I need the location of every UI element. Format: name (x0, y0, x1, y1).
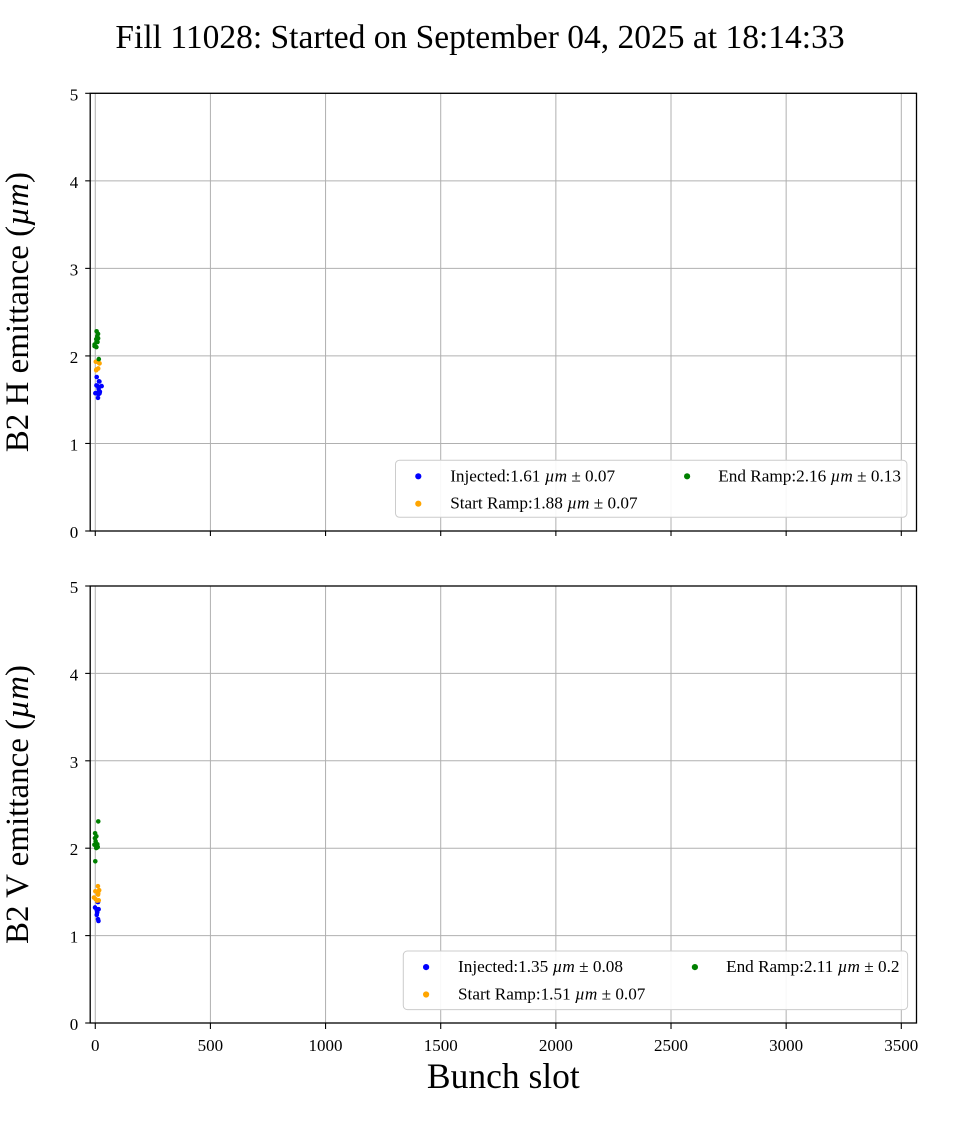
svg-text:Injected:1.61 µm ± 0.07: Injected:1.61 µm ± 0.07 (450, 466, 615, 485)
svg-text:1500: 1500 (424, 1036, 458, 1055)
svg-text:2: 2 (70, 840, 79, 859)
svg-text:Injected:1.35 µm ± 0.08: Injected:1.35 µm ± 0.08 (458, 957, 623, 976)
svg-text:0: 0 (91, 1036, 100, 1055)
svg-text:Bunch slot: Bunch slot (427, 1056, 580, 1096)
svg-text:Start Ramp:1.88 µm ± 0.07: Start Ramp:1.88 µm ± 0.07 (450, 494, 638, 513)
svg-text:2: 2 (70, 348, 79, 367)
svg-text:0: 0 (70, 523, 79, 542)
svg-text:4: 4 (70, 665, 79, 684)
svg-text:1: 1 (70, 928, 79, 947)
svg-text:2000: 2000 (539, 1036, 573, 1055)
svg-text:5: 5 (70, 578, 79, 597)
svg-text:3: 3 (70, 260, 79, 279)
svg-text:500: 500 (198, 1036, 224, 1055)
svg-text:Start Ramp:1.51 µm ± 0.07: Start Ramp:1.51 µm ± 0.07 (458, 985, 646, 1004)
svg-text:5: 5 (70, 85, 79, 104)
svg-text:2500: 2500 (654, 1036, 688, 1055)
svg-text:1000: 1000 (309, 1036, 343, 1055)
svg-text:3500: 3500 (884, 1036, 918, 1055)
svg-text:Fill 11028: Started on Septemb: Fill 11028: Started on September 04, 202… (115, 19, 844, 56)
svg-text:B2 H emittance (µm): B2 H emittance (µm) (0, 172, 36, 452)
svg-text:B2 V emittance (µm): B2 V emittance (µm) (0, 665, 36, 944)
svg-text:4: 4 (70, 173, 79, 192)
svg-text:3: 3 (70, 753, 79, 772)
svg-text:End Ramp:2.16 µm ± 0.13: End Ramp:2.16 µm ± 0.13 (718, 466, 901, 485)
svg-text:0: 0 (70, 1015, 79, 1034)
svg-text:1: 1 (70, 435, 79, 454)
svg-text:3000: 3000 (769, 1036, 803, 1055)
svg-text:End Ramp:2.11 µm ± 0.2: End Ramp:2.11 µm ± 0.2 (726, 957, 899, 976)
